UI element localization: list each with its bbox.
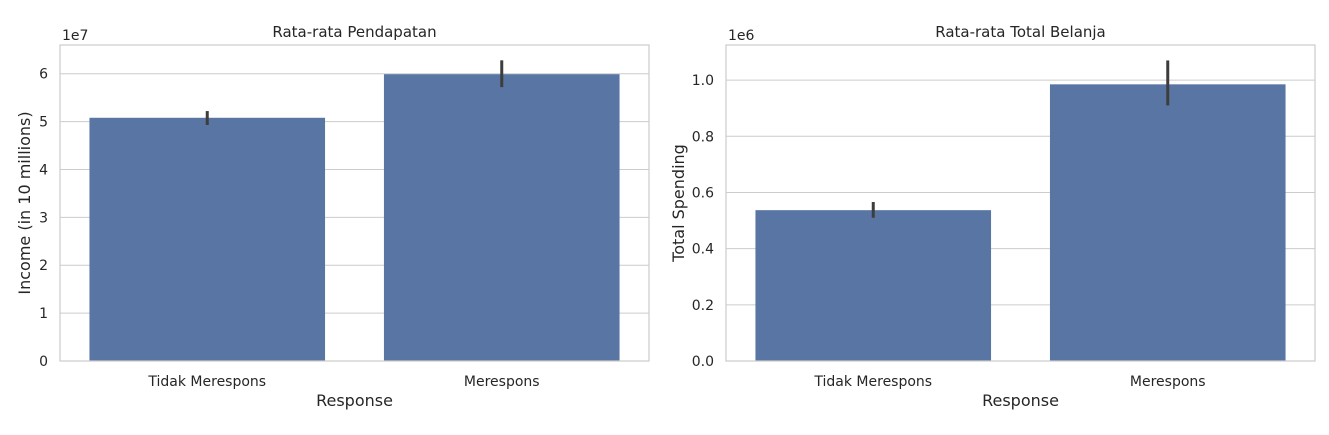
y-tick-label: 0.6 <box>692 185 714 201</box>
y-tick-label: 3 <box>39 210 48 226</box>
y-tick-label: 2 <box>39 258 48 274</box>
chart-2: 0.0 0.2 0.4 0.6 0.8 1.0 Tidak Merespons Merespo… <box>669 23 1316 410</box>
y-tick-label: 5 <box>39 115 48 131</box>
chart-1: 0 1 2 3 4 5 6 Tidak Merespons Merespons 1e7 Rata-r… <box>15 23 650 410</box>
y-tick-label: 0.4 <box>692 242 714 258</box>
x-axis-label: Response <box>982 391 1059 410</box>
y-tick-label: 0 <box>39 354 48 370</box>
chart-title: Rata-rata Pendapatan <box>272 23 436 41</box>
x-tick-label: Tidak Merespons <box>813 374 932 390</box>
y-tick-label: 0.2 <box>692 298 714 314</box>
bar-1 <box>89 117 326 361</box>
y-axis-label: Income (in 10 millions) <box>15 111 34 294</box>
y-tick-label: 1.0 <box>692 73 714 89</box>
x-tick-label: Tidak Merespons <box>147 374 266 390</box>
bar-1 <box>755 210 992 361</box>
x-tick-label: Merespons <box>464 374 540 390</box>
y-axis-label: Total Spending <box>669 144 688 263</box>
axes-frame <box>59 44 650 362</box>
y-tick-label: 6 <box>39 67 48 83</box>
y-tick-label: 4 <box>39 162 48 178</box>
y-tick-label: 0.0 <box>692 354 714 370</box>
bar-2 <box>383 74 620 362</box>
x-axis-label: Response <box>316 391 393 410</box>
y-offset-text: 1e6 <box>728 28 755 44</box>
y-offset-text: 1e7 <box>62 28 88 44</box>
y-tick-label: 0.8 <box>692 129 714 145</box>
bar-2 <box>1049 84 1286 361</box>
axes-frame <box>725 44 1316 362</box>
y-tick-label: 1 <box>39 306 48 322</box>
chart-title: Rata-rata Total Belanja <box>935 23 1106 41</box>
x-tick-label: Merespons <box>1130 374 1206 390</box>
